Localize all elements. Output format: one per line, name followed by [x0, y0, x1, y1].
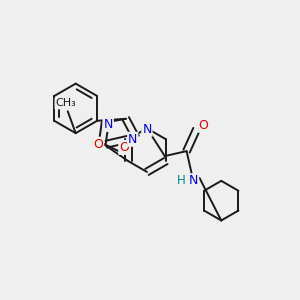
Text: O: O	[93, 138, 103, 151]
Text: H: H	[177, 174, 186, 187]
Text: O: O	[199, 119, 208, 132]
Text: N: N	[189, 174, 198, 187]
Text: N: N	[103, 118, 113, 131]
Text: O: O	[119, 141, 129, 154]
Text: N: N	[128, 133, 137, 146]
Text: CH₃: CH₃	[56, 98, 76, 108]
Text: N: N	[142, 123, 152, 136]
